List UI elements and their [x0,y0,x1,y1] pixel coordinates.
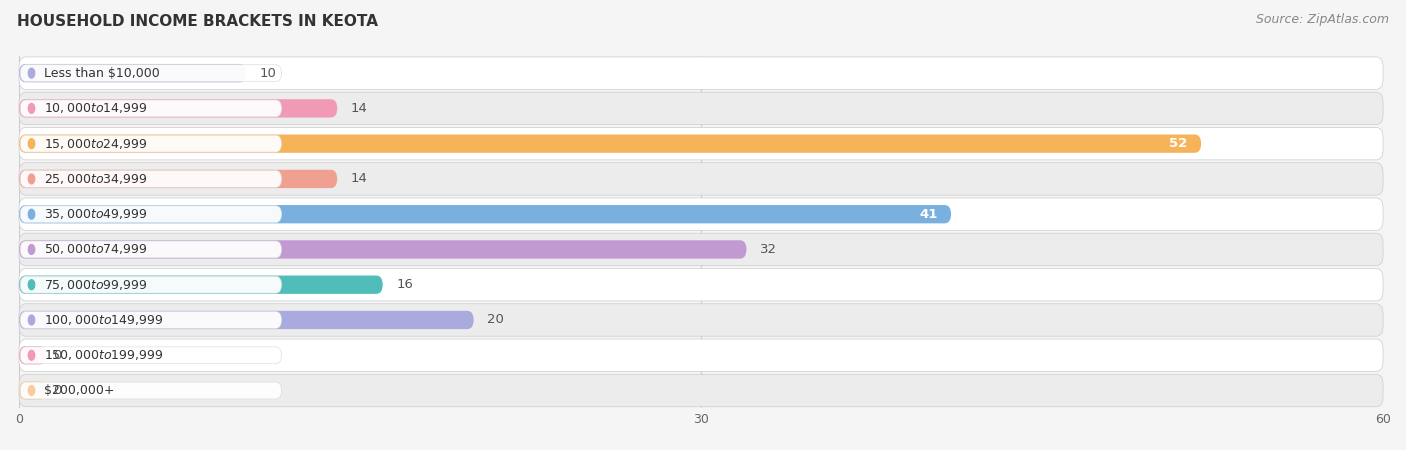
Circle shape [28,174,35,184]
FancyBboxPatch shape [20,276,281,293]
Circle shape [28,68,35,78]
FancyBboxPatch shape [20,64,246,82]
FancyBboxPatch shape [20,346,46,364]
FancyBboxPatch shape [20,347,281,364]
Text: $15,000 to $24,999: $15,000 to $24,999 [44,137,148,151]
FancyBboxPatch shape [20,100,281,117]
Circle shape [28,350,35,360]
Text: Less than $10,000: Less than $10,000 [44,67,160,80]
Text: $10,000 to $14,999: $10,000 to $14,999 [44,101,148,115]
Text: $35,000 to $49,999: $35,000 to $49,999 [44,207,148,221]
Text: Source: ZipAtlas.com: Source: ZipAtlas.com [1256,14,1389,27]
Circle shape [28,244,35,254]
FancyBboxPatch shape [20,57,1384,90]
FancyBboxPatch shape [20,205,950,223]
Text: 16: 16 [396,278,413,291]
Circle shape [28,139,35,148]
Circle shape [28,104,35,113]
Circle shape [28,280,35,290]
FancyBboxPatch shape [20,269,1384,301]
Text: 14: 14 [352,102,368,115]
Text: $150,000 to $199,999: $150,000 to $199,999 [44,348,163,362]
Text: 0: 0 [53,384,62,397]
FancyBboxPatch shape [20,65,281,81]
FancyBboxPatch shape [20,206,281,223]
FancyBboxPatch shape [20,304,1384,336]
FancyBboxPatch shape [20,311,474,329]
Text: 52: 52 [1170,137,1188,150]
Circle shape [28,386,35,396]
Text: $200,000+: $200,000+ [44,384,114,397]
FancyBboxPatch shape [20,311,281,328]
Text: $100,000 to $149,999: $100,000 to $149,999 [44,313,163,327]
Text: 32: 32 [761,243,778,256]
FancyBboxPatch shape [20,135,281,152]
FancyBboxPatch shape [20,127,1384,160]
FancyBboxPatch shape [20,381,46,400]
Text: 0: 0 [53,349,62,362]
FancyBboxPatch shape [20,99,337,117]
FancyBboxPatch shape [20,233,1384,266]
Text: $75,000 to $99,999: $75,000 to $99,999 [44,278,148,292]
FancyBboxPatch shape [20,170,337,188]
Text: 41: 41 [920,208,938,220]
FancyBboxPatch shape [20,241,281,258]
FancyBboxPatch shape [20,171,281,187]
Text: 10: 10 [260,67,277,80]
Text: 20: 20 [488,314,505,327]
Circle shape [28,315,35,325]
Circle shape [28,209,35,219]
Text: HOUSEHOLD INCOME BRACKETS IN KEOTA: HOUSEHOLD INCOME BRACKETS IN KEOTA [17,14,378,28]
FancyBboxPatch shape [20,240,747,259]
FancyBboxPatch shape [20,92,1384,125]
Text: 14: 14 [352,172,368,185]
Text: $50,000 to $74,999: $50,000 to $74,999 [44,243,148,256]
FancyBboxPatch shape [20,374,1384,407]
FancyBboxPatch shape [20,198,1384,230]
FancyBboxPatch shape [20,135,1201,153]
FancyBboxPatch shape [20,275,382,294]
FancyBboxPatch shape [20,339,1384,371]
Text: $25,000 to $34,999: $25,000 to $34,999 [44,172,148,186]
FancyBboxPatch shape [20,163,1384,195]
FancyBboxPatch shape [20,382,281,399]
